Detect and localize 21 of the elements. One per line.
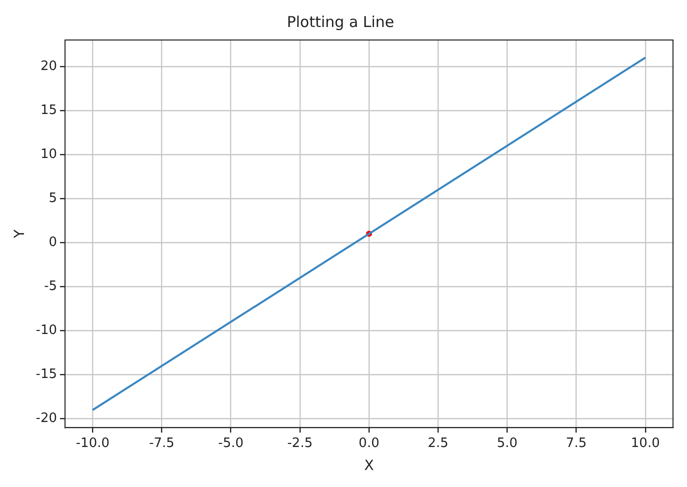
y-tick-label: -15 <box>36 367 58 382</box>
x-tick-label: -5.0 <box>218 436 244 451</box>
y-tick-label: -10 <box>36 323 58 338</box>
x-tick-label: -10.0 <box>76 436 110 451</box>
y-tick-label: 20 <box>40 58 58 74</box>
x-tick-label: -7.5 <box>149 436 174 451</box>
x-tick-label: 0.0 <box>358 436 380 451</box>
y-tick-label: 15 <box>40 102 58 118</box>
x-tick-label: 2.5 <box>428 436 448 451</box>
y-tick-label: 0 <box>48 234 58 250</box>
x-tick-label: -2.5 <box>287 436 313 451</box>
y-tick-label: 5 <box>48 190 58 206</box>
y-tick-label: 10 <box>40 146 58 162</box>
x-axis-title: X <box>364 458 374 474</box>
x-tick-label: 7.5 <box>566 436 587 451</box>
chart-title: Plotting a Line <box>286 12 394 31</box>
x-tick-label: 5.0 <box>496 436 518 451</box>
y-tick-label: -20 <box>36 411 58 426</box>
y-axis-title: Y <box>12 229 28 240</box>
x-tick-label: 10.0 <box>630 436 660 451</box>
y-tick-label: -5 <box>44 279 58 294</box>
